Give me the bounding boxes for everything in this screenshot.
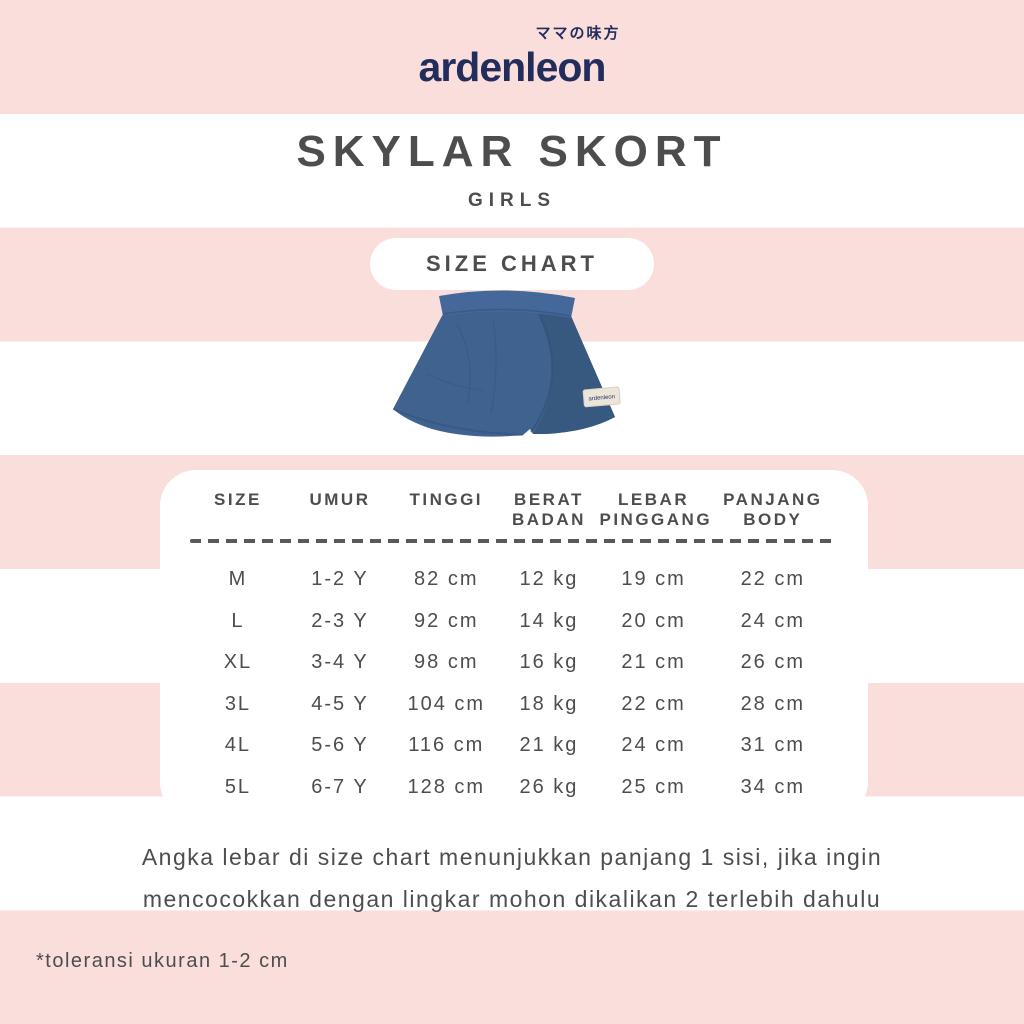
table-cell: 22 cm (740, 568, 806, 591)
table-cell: 2-3 Y (311, 609, 369, 632)
table-cell: 31 cm (740, 734, 806, 757)
size-table-panel: SIZE UMUR TINGGI BERAT BADAN LEBAR PINGG… (160, 470, 868, 818)
table-cell: 24 cm (740, 609, 806, 632)
table-cell: 20 cm (621, 609, 686, 632)
header-cell-panjang-body: PANJANG BODY (723, 490, 823, 529)
table-cell: 4-5 Y (311, 692, 369, 715)
table-cell: XL (223, 651, 253, 674)
table-cell: 28 cm (740, 692, 806, 715)
table-row: L 2-3 Y 92 cm 14 kg 20 cm 24 cm (190, 601, 838, 643)
tolerance-note: *toleransi ukuran 1-2 cm (36, 950, 289, 972)
table-cell: 18 kg (519, 692, 579, 715)
table-cell: 16 kg (519, 651, 579, 674)
table-cell: 5L (224, 775, 252, 798)
product-title: SKYLAR SKORT (296, 127, 728, 176)
table-cell: 22 cm (621, 692, 686, 715)
skort-tag-label: ardenleon (588, 394, 615, 402)
size-chart-heading: SIZE CHART (370, 238, 654, 290)
table-row: 3L 4-5 Y 104 cm 18 kg 22 cm 28 cm (190, 684, 838, 726)
table-cell: 14 kg (519, 609, 579, 632)
table-cell: L (231, 609, 245, 632)
table-cell: 98 cm (414, 651, 479, 674)
table-cell: 26 cm (740, 651, 806, 674)
brand-logo: ママの味方 ardenleon (0, 22, 1024, 91)
size-chart-pill-wrap: SIZE CHART (0, 238, 1024, 290)
table-cell: M (228, 568, 248, 591)
table-cell: 26 kg (519, 775, 579, 798)
table-cell: 3L (224, 692, 252, 715)
skort-product-image: ardenleon (392, 290, 621, 437)
header-cell-tinggi: TINGGI (409, 490, 484, 509)
title-block: SKYLAR SKORT GIRLS (0, 127, 1024, 212)
table-cell: 128 cm (407, 775, 486, 798)
table-row: M 1-2 Y 82 cm 12 kg 19 cm 22 cm (190, 559, 838, 601)
brand-tagline: ママの味方 (535, 25, 621, 42)
table-cell: 6-7 Y (311, 775, 369, 798)
table-cell: 12 kg (519, 568, 579, 591)
measurement-note-line-1: Angka lebar di size chart menunjukkan pa… (141, 844, 883, 870)
header-cell-umur: UMUR (309, 490, 371, 509)
table-cell: 4L (224, 734, 252, 757)
table-cell: 21 kg (519, 734, 579, 757)
skort-brand-tag: ardenleon (582, 386, 621, 408)
header-cell-berat-badan: BERAT BADAN (512, 490, 586, 529)
table-row: 5L 6-7 Y 128 cm 26 kg 25 cm 34 cm (190, 767, 838, 809)
skort-wrinkle (456, 323, 472, 405)
table-cell: 19 cm (621, 568, 686, 591)
table-cell: 25 cm (621, 775, 686, 798)
skort-wrinkle (490, 319, 497, 415)
measurement-note: Angka lebar di size chart menunjukkan pa… (0, 836, 1024, 920)
skort-hem-shadow (392, 408, 524, 436)
measurement-note-line-2: mencocokkan dengan lingkar mohon dikalik… (142, 886, 882, 912)
size-table-body: M 1-2 Y 82 cm 12 kg 19 cm 22 cm L 2-3 Y 92 cm 14 … (190, 559, 838, 808)
table-cell: 24 cm (621, 734, 686, 757)
table-cell: 34 cm (740, 775, 806, 798)
table-row: 4L 5-6 Y 116 cm 21 kg 24 cm 31 cm (190, 725, 838, 767)
table-cell: 116 cm (408, 734, 485, 757)
header-cell-lebar-pinggang: LEBAR PINGGANG (599, 490, 713, 529)
table-cell: 104 cm (407, 692, 486, 715)
table-cell: 3-4 Y (311, 651, 369, 674)
table-cell: 21 cm (621, 651, 686, 674)
skort-wrap-seam (530, 313, 554, 433)
table-cell: 82 cm (414, 568, 479, 591)
header-cell-size: SIZE (214, 490, 262, 509)
table-divider (190, 539, 838, 543)
brand-name: ardenleon (418, 44, 607, 90)
table-cell: 5-6 Y (311, 734, 369, 757)
table-row: XL 3-4 Y 98 cm 16 kg 21 cm 26 cm (190, 642, 838, 684)
table-cell: 1-2 Y (311, 568, 369, 591)
table-cell: 92 cm (414, 609, 479, 632)
product-subtitle: GIRLS (467, 190, 557, 211)
skort-wrinkle (426, 373, 484, 391)
skort-waistband-seam (442, 308, 572, 317)
size-table-header: SIZE UMUR TINGGI BERAT BADAN LEBAR PINGG… (190, 490, 838, 530)
